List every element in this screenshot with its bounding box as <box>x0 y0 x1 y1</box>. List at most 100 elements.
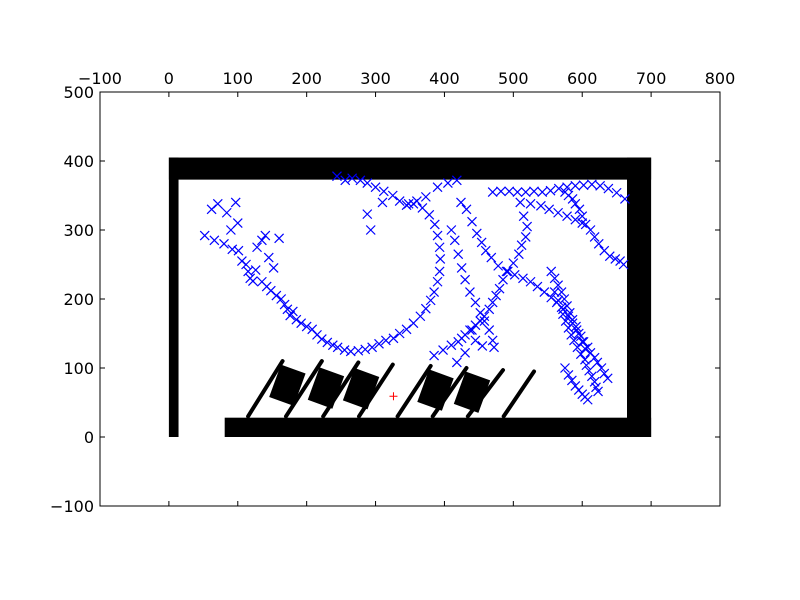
sample-point-marker <box>434 242 445 253</box>
wall-segment <box>168 157 179 438</box>
sample-point-marker <box>574 204 585 215</box>
pallet-block <box>453 371 491 413</box>
sample-point-marker <box>232 218 243 229</box>
sample-point-marker <box>219 238 229 249</box>
rail-line <box>284 359 324 419</box>
sample-point-marker <box>301 321 312 332</box>
plot-area <box>168 157 652 438</box>
sample-point-marker <box>553 280 564 291</box>
sample-point-marker <box>610 254 621 264</box>
sample-point-marker <box>248 276 258 286</box>
sample-point-marker <box>484 325 495 335</box>
y-tick-label: 500 <box>63 83 94 102</box>
sample-point-marker <box>532 281 543 292</box>
sample-point-marker <box>522 221 533 232</box>
sample-point-marker <box>494 283 505 294</box>
sample-point-marker <box>453 336 464 347</box>
sample-point-marker <box>509 269 520 280</box>
sample-point-marker <box>327 340 338 351</box>
x-axis-ticks: −100 0 100 200 300 400 500 600 700 800 <box>78 69 735 506</box>
sample-point-marker <box>537 187 548 197</box>
pallet-block <box>269 364 306 406</box>
sample-point-marker <box>256 235 267 246</box>
sample-point-marker <box>287 306 298 317</box>
sample-point-marker <box>394 196 405 206</box>
sample-point-marker <box>566 329 577 340</box>
x-tick-label: 400 <box>429 69 460 88</box>
sample-point-marker <box>585 225 596 235</box>
sample-point-marker <box>512 187 523 197</box>
sample-point-marker <box>460 274 471 285</box>
sample-point-marker <box>362 178 373 189</box>
y-tick-label: 400 <box>63 152 94 171</box>
sample-point-marker <box>525 198 536 209</box>
sample-point-marker <box>539 287 550 298</box>
sample-point-marker <box>360 344 371 355</box>
sample-point-marker <box>453 249 464 260</box>
sample-point-marker <box>461 204 472 215</box>
x-tick-label: 100 <box>223 69 254 88</box>
rail-line <box>395 363 433 419</box>
sample-point-marker <box>387 190 398 201</box>
sample-point-marker <box>365 225 376 235</box>
sample-point-marker <box>212 198 223 209</box>
sample-point-marker <box>417 202 428 213</box>
sample-point-marker <box>569 335 579 346</box>
sample-point-marker <box>479 316 490 327</box>
sample-point-marker <box>567 194 578 204</box>
sample-point-marker <box>577 218 588 229</box>
sample-point-marker <box>563 323 574 333</box>
sample-point-marker <box>560 316 571 327</box>
sample-point-marker <box>380 335 391 346</box>
sample-point-marker <box>250 265 261 275</box>
sample-point-marker <box>332 171 342 182</box>
sample-point-marker <box>446 340 457 351</box>
y-tick-label: 200 <box>63 290 94 309</box>
sample-point-marker <box>562 300 572 311</box>
sample-point-marker <box>620 194 630 204</box>
sample-point-marker <box>429 219 440 230</box>
sample-point-marker <box>432 182 443 193</box>
sample-point-marker <box>394 328 405 339</box>
sample-point-marker <box>546 266 557 277</box>
sample-point-marker <box>553 183 564 194</box>
sample-point-marker <box>377 197 388 208</box>
x-tick-label: 0 <box>164 69 174 88</box>
sample-point-marker <box>560 363 570 373</box>
sample-point-marker <box>467 216 477 227</box>
sample-point-marker <box>241 259 251 270</box>
wall-segment <box>168 157 652 180</box>
sample-point-marker <box>296 318 307 329</box>
sample-point-marker <box>562 182 572 193</box>
sample-point-marker <box>233 245 244 256</box>
sample-point-marker <box>586 371 597 382</box>
x-tick-label: 200 <box>291 69 322 88</box>
sample-point-marker <box>252 242 262 253</box>
sample-point-marker <box>460 347 471 358</box>
sample-point-marker <box>456 197 466 208</box>
sample-point-marker <box>345 346 356 357</box>
y-axis-ticks: −100 0 100 200 300 400 500 <box>50 83 720 516</box>
sample-point-marker <box>593 386 603 397</box>
sample-point-marker <box>582 394 593 405</box>
y-tick-label: 100 <box>63 359 94 378</box>
sample-point-marker <box>442 178 453 189</box>
sample-point-marker <box>513 249 524 260</box>
sample-point-marker <box>596 363 607 373</box>
sample-point-marker <box>199 230 210 241</box>
sample-point-marker <box>370 182 381 193</box>
sample-point-marker <box>435 254 446 264</box>
pallet-block <box>307 367 345 409</box>
sample-point-marker <box>516 240 527 251</box>
x-tick-label: 700 <box>636 69 667 88</box>
sample-point-marker <box>268 263 279 273</box>
sample-point-marker <box>316 334 327 344</box>
sample-point-marker <box>420 191 431 202</box>
sample-point-marker <box>339 345 350 355</box>
sample-point-marker <box>577 211 588 222</box>
sample-point-marker <box>578 180 589 191</box>
sample-point-marker <box>584 365 595 376</box>
sample-point-marker <box>451 357 462 368</box>
sample-point-marker <box>467 325 477 335</box>
sample-point-marker <box>525 276 536 287</box>
